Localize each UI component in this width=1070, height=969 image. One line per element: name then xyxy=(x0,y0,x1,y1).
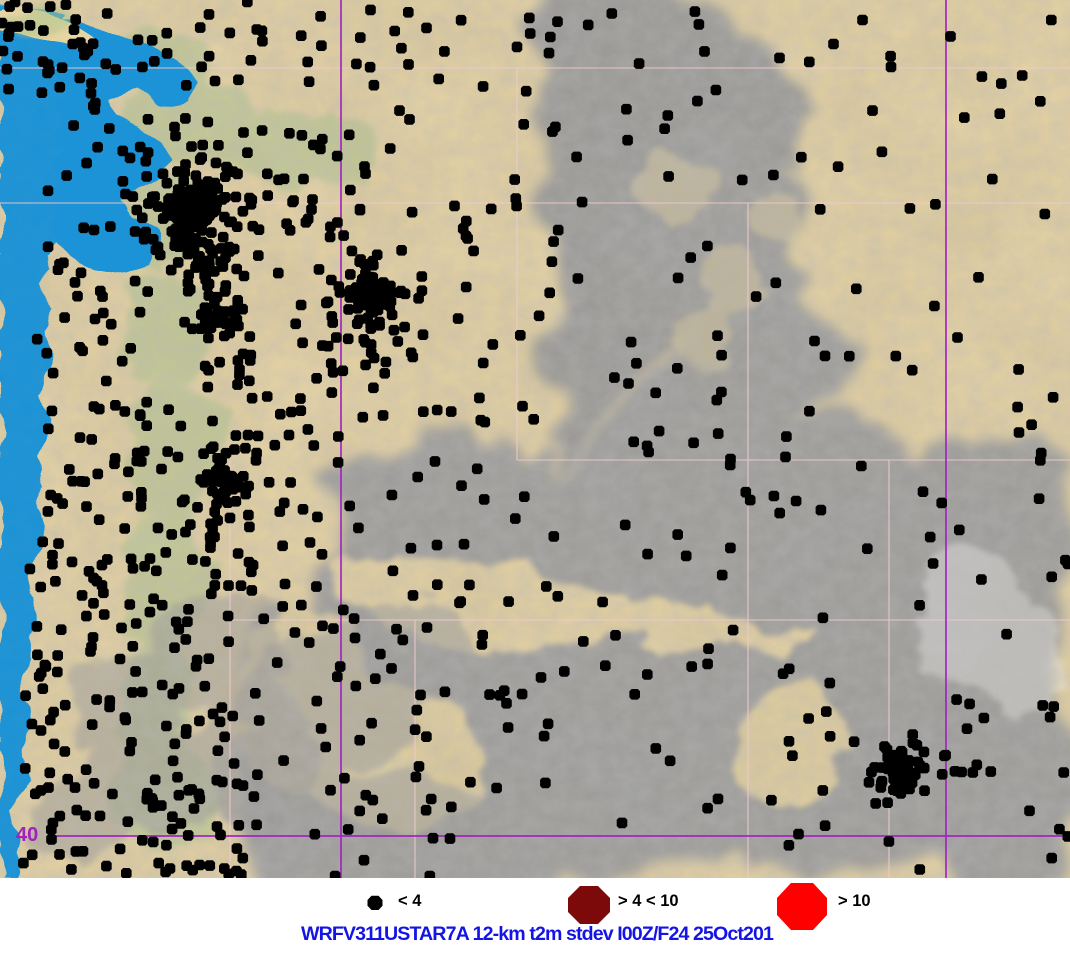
svg-text:> 4 < 10: > 4 < 10 xyxy=(618,892,679,910)
svg-text:WRFV311USTAR7A 12-km t2m stdev: WRFV311USTAR7A 12-km t2m stdev I00Z/F24 … xyxy=(301,923,774,945)
svg-text:> 10: > 10 xyxy=(838,892,871,910)
svg-text:< 4: < 4 xyxy=(398,892,422,910)
